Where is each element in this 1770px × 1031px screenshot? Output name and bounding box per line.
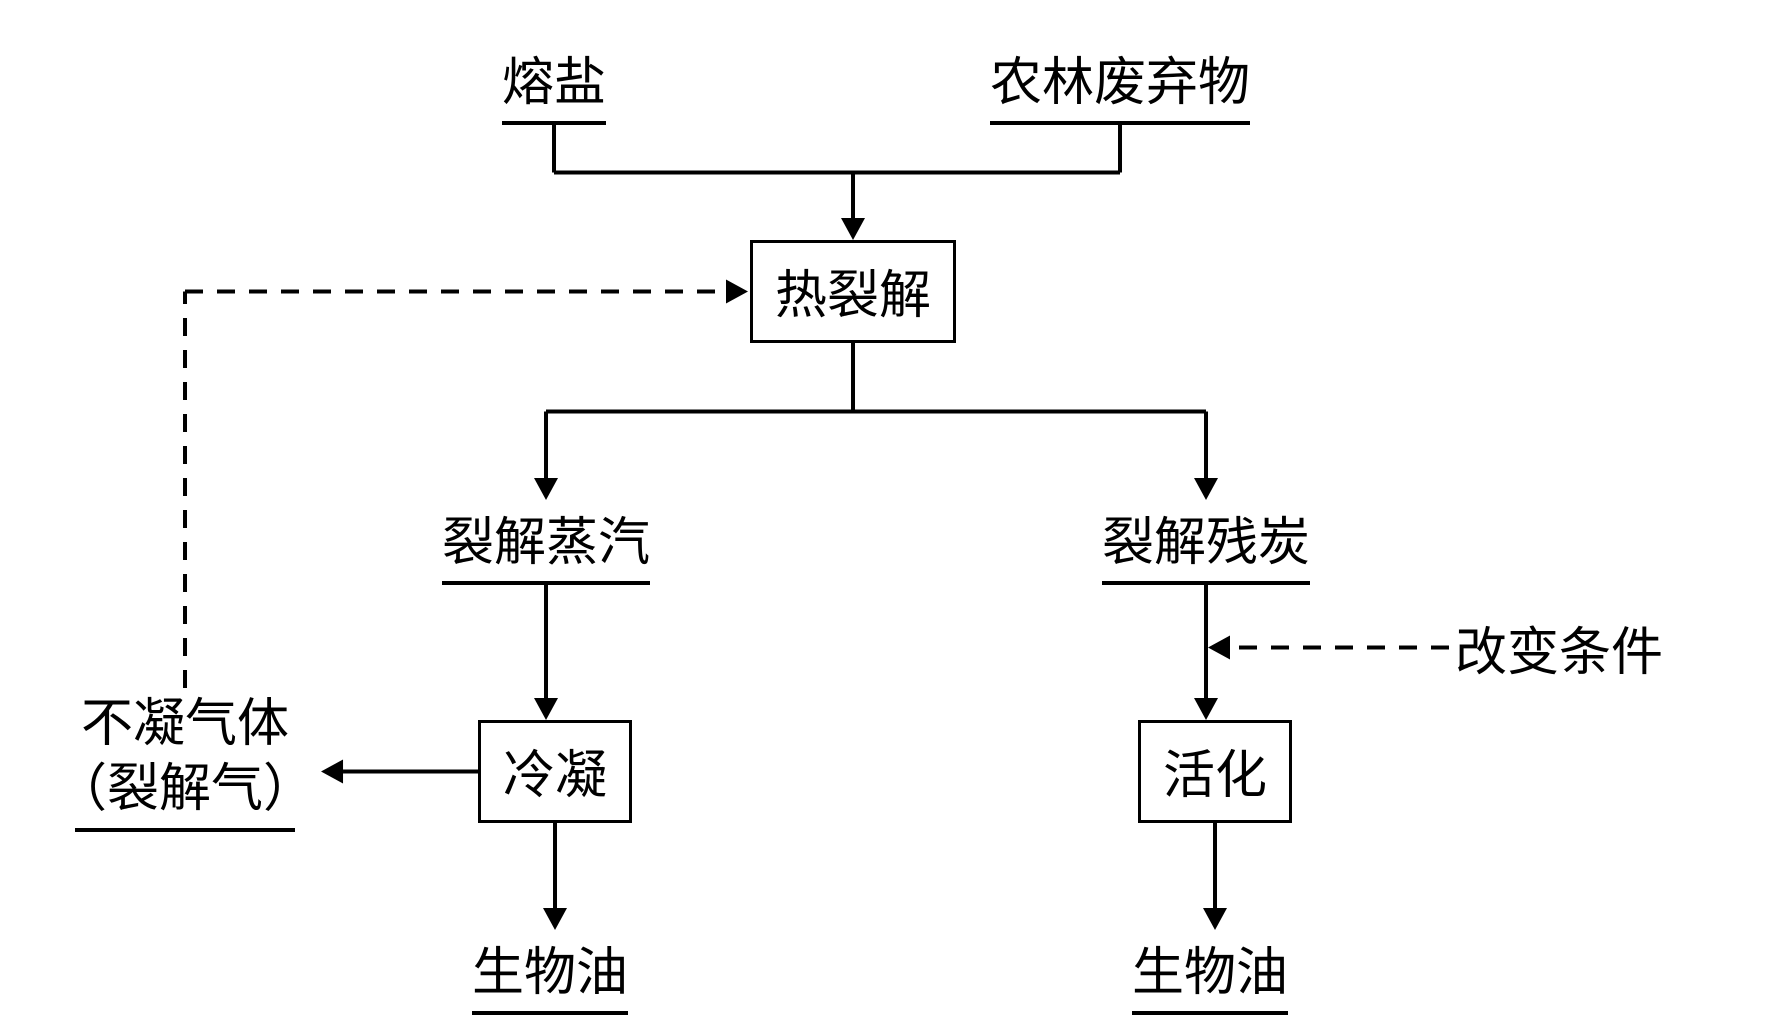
flowchart-canvas: 熔盐 农林废弃物 热裂解 裂解蒸汽 裂解残炭 冷凝 活化 不凝气体 （裂解气） … bbox=[0, 0, 1770, 1031]
connectors-svg bbox=[0, 0, 1770, 1031]
